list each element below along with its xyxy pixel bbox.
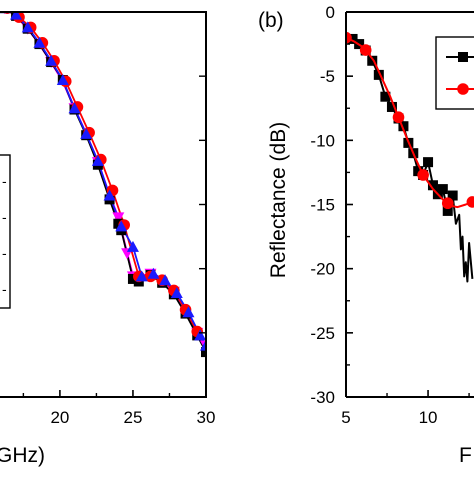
right-x-tick-label: 10 bbox=[419, 408, 438, 427]
left-x-tick-label: 25 bbox=[123, 408, 142, 427]
right-panel: 0 -5 -10 -15 -20 -25 -30 5 10 Reflectance (dB) F (b… bbox=[258, 3, 474, 467]
panel-label-b: (b) bbox=[258, 9, 284, 32]
left-series-2-point bbox=[103, 189, 116, 201]
right-legend-entry-1 bbox=[446, 83, 474, 95]
left-series-0-point bbox=[113, 218, 124, 229]
left-series-3-point bbox=[112, 212, 125, 224]
left-series-2-point bbox=[10, 12, 23, 20]
right-x-tick-label: 5 bbox=[341, 408, 350, 427]
right-y-tick-label: -30 bbox=[310, 388, 335, 407]
right-series-1-point bbox=[417, 169, 429, 181]
left-series-2-point bbox=[147, 267, 160, 279]
left-series-2-point bbox=[200, 339, 206, 351]
left-series-2-point bbox=[126, 240, 139, 252]
left-legend-entry-fragment: - bbox=[2, 173, 7, 189]
right-series-1-point bbox=[441, 197, 454, 210]
right-series-0-point bbox=[380, 91, 391, 102]
left-axes-frame bbox=[0, 11, 207, 398]
left-x-tick-label: 20 bbox=[50, 408, 69, 427]
right-series-0-point bbox=[386, 101, 397, 112]
left-panel: 20 25 30 GHz) - - - - bbox=[0, 11, 216, 467]
left-legend-entry-fragment: - bbox=[2, 209, 7, 225]
right-series-0-point bbox=[442, 205, 453, 216]
left-series-2-point bbox=[91, 154, 104, 166]
left-series-2-point bbox=[45, 54, 58, 66]
left-x-axis-title: GHz) bbox=[0, 444, 45, 467]
right-plot-area bbox=[346, 31, 474, 283]
left-series-2-point bbox=[135, 270, 148, 282]
right-y-tick-label: -25 bbox=[310, 324, 335, 343]
right-y-tick-label: 0 bbox=[326, 3, 335, 22]
right-y-tick-label: -10 bbox=[310, 131, 335, 150]
left-plot-area bbox=[0, 12, 206, 358]
right-series-0-point bbox=[398, 121, 409, 132]
left-x-tick-label: 30 bbox=[197, 408, 216, 427]
left-series-2-point bbox=[80, 127, 93, 139]
right-series-1-point bbox=[346, 31, 352, 44]
right-y-axis-title: Reflectance (dB) bbox=[267, 122, 290, 278]
right-y-tick-label: -5 bbox=[320, 67, 335, 86]
left-series-2-point bbox=[21, 21, 34, 33]
left-legend-entry-fragment: - bbox=[2, 281, 7, 297]
right-series-1-point bbox=[359, 44, 372, 56]
right-series-0-point bbox=[423, 157, 434, 168]
left-series-2-point bbox=[194, 329, 206, 341]
right-legend-marker-0 bbox=[458, 52, 468, 62]
right-series-0-point bbox=[373, 69, 384, 80]
right-legend-entry-0 bbox=[446, 52, 474, 62]
right-series-0-point bbox=[437, 184, 448, 195]
right-x-axis-title: F bbox=[459, 444, 472, 467]
right-series-0-point bbox=[447, 190, 458, 201]
right-legend-marker-1 bbox=[457, 83, 469, 95]
right-y-tick-label: -15 bbox=[310, 196, 335, 215]
left-series-0-point bbox=[201, 347, 206, 358]
left-series-2-point bbox=[56, 74, 69, 86]
right-legend bbox=[435, 36, 474, 110]
right-y-tick-label: -20 bbox=[310, 260, 335, 279]
right-series-0-point bbox=[347, 33, 358, 44]
right-series-1-point bbox=[466, 196, 474, 208]
left-legend-fragment: - - - - bbox=[0, 154, 11, 309]
right-series-0-point bbox=[427, 180, 438, 191]
left-legend-entry-fragment: - bbox=[2, 245, 7, 261]
left-series-2-point bbox=[170, 287, 183, 299]
left-series-2-point bbox=[159, 274, 172, 286]
left-series-0-point bbox=[127, 273, 138, 284]
right-series-0-point bbox=[367, 55, 378, 66]
right-series-1-point bbox=[392, 111, 405, 124]
left-series-2-point bbox=[68, 102, 81, 114]
left-series-2-point bbox=[182, 306, 195, 318]
left-series-2-point bbox=[115, 220, 128, 232]
left-series-2-point bbox=[33, 36, 46, 48]
